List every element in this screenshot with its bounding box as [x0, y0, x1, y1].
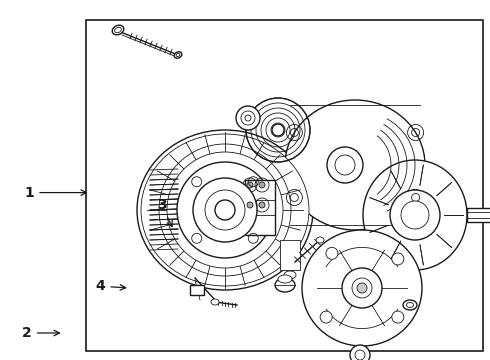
Ellipse shape: [407, 302, 414, 307]
Bar: [280, 240, 300, 270]
Circle shape: [335, 155, 355, 175]
Ellipse shape: [302, 230, 422, 346]
Circle shape: [352, 278, 372, 298]
Circle shape: [193, 178, 257, 242]
Ellipse shape: [137, 130, 313, 290]
Ellipse shape: [141, 134, 309, 286]
Circle shape: [247, 202, 253, 208]
Circle shape: [390, 190, 440, 240]
Ellipse shape: [285, 100, 425, 230]
Bar: [86, 20, 483, 351]
Circle shape: [357, 283, 367, 293]
Text: 1: 1: [24, 186, 86, 199]
Ellipse shape: [403, 300, 417, 310]
Circle shape: [167, 152, 283, 268]
Circle shape: [247, 182, 253, 188]
Ellipse shape: [316, 237, 324, 243]
Circle shape: [327, 147, 363, 183]
Bar: [467, 208, 490, 222]
Circle shape: [241, 111, 255, 125]
Circle shape: [259, 182, 265, 188]
Circle shape: [272, 124, 284, 136]
Ellipse shape: [176, 53, 180, 57]
Circle shape: [215, 200, 235, 220]
Circle shape: [392, 311, 404, 323]
Circle shape: [177, 162, 273, 258]
Circle shape: [320, 311, 332, 323]
Circle shape: [205, 190, 245, 230]
Ellipse shape: [363, 160, 467, 270]
Circle shape: [259, 202, 265, 208]
Ellipse shape: [115, 27, 122, 33]
Bar: [190, 285, 204, 295]
Bar: [245, 180, 275, 235]
Ellipse shape: [275, 278, 295, 292]
Circle shape: [392, 253, 404, 265]
Ellipse shape: [174, 52, 182, 58]
Ellipse shape: [284, 271, 296, 279]
Circle shape: [326, 247, 338, 259]
Circle shape: [350, 345, 370, 360]
Text: 4: 4: [96, 279, 125, 293]
Ellipse shape: [112, 25, 124, 35]
Ellipse shape: [278, 275, 292, 283]
Circle shape: [401, 201, 429, 229]
Ellipse shape: [211, 299, 219, 305]
Circle shape: [342, 268, 382, 308]
Circle shape: [245, 115, 251, 121]
Text: 3: 3: [157, 198, 172, 227]
Circle shape: [236, 106, 260, 130]
Circle shape: [355, 350, 365, 360]
Text: 2: 2: [22, 326, 59, 340]
